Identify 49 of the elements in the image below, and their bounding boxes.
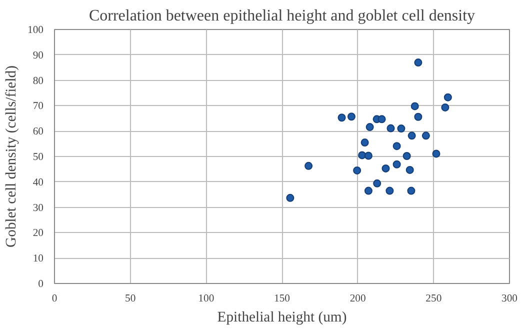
point <box>386 186 394 195</box>
point <box>414 112 422 121</box>
point <box>397 124 406 133</box>
point <box>304 162 313 170</box>
y-tick-label: 60 <box>32 126 44 138</box>
x-axis-title: Epithelial height (um) <box>217 310 347 326</box>
point <box>347 112 356 121</box>
point <box>286 194 294 202</box>
point <box>353 166 362 174</box>
point <box>408 132 416 140</box>
y-tick-label: 10 <box>32 254 44 265</box>
point <box>338 114 346 122</box>
y-tick-label: 50 <box>32 152 44 163</box>
point <box>410 102 419 110</box>
point <box>378 115 386 124</box>
chart-title: Correlation between epithelial height and goblet cell density <box>88 8 476 24</box>
point <box>422 132 430 140</box>
x-tick-label: 100 <box>198 294 214 304</box>
point <box>402 152 411 160</box>
point <box>366 123 374 132</box>
y-tick-label: 30 <box>32 202 44 214</box>
point <box>364 186 372 195</box>
x-tick-label: 150 <box>274 294 290 304</box>
x-tick-label: 50 <box>125 294 136 304</box>
y-tick-label: 70 <box>32 101 44 112</box>
point <box>406 166 414 174</box>
x-tick-label: 250 <box>426 294 442 304</box>
y-tick-label: 100 <box>28 25 44 36</box>
y-tick-label: 0 <box>38 279 44 290</box>
x-tick-label: 200 <box>350 294 366 304</box>
x-tick-label: 0 <box>52 294 58 304</box>
y-tick-label: 20 <box>32 228 44 240</box>
point <box>373 179 382 188</box>
point <box>441 103 450 112</box>
x-tick-label: 300 <box>502 294 518 304</box>
y-axis-title: Goblet cell density (cells/field) <box>4 65 20 248</box>
point <box>382 164 390 172</box>
point <box>392 160 401 168</box>
point <box>392 142 401 150</box>
point <box>407 186 416 195</box>
point <box>360 138 369 147</box>
point <box>364 152 372 160</box>
point <box>414 58 422 67</box>
point <box>432 150 440 158</box>
y-tick-label: 90 <box>32 50 44 62</box>
y-tick-label: 80 <box>32 76 44 87</box>
y-tick-label: 40 <box>32 177 44 188</box>
point <box>444 93 452 102</box>
point <box>386 124 395 132</box>
